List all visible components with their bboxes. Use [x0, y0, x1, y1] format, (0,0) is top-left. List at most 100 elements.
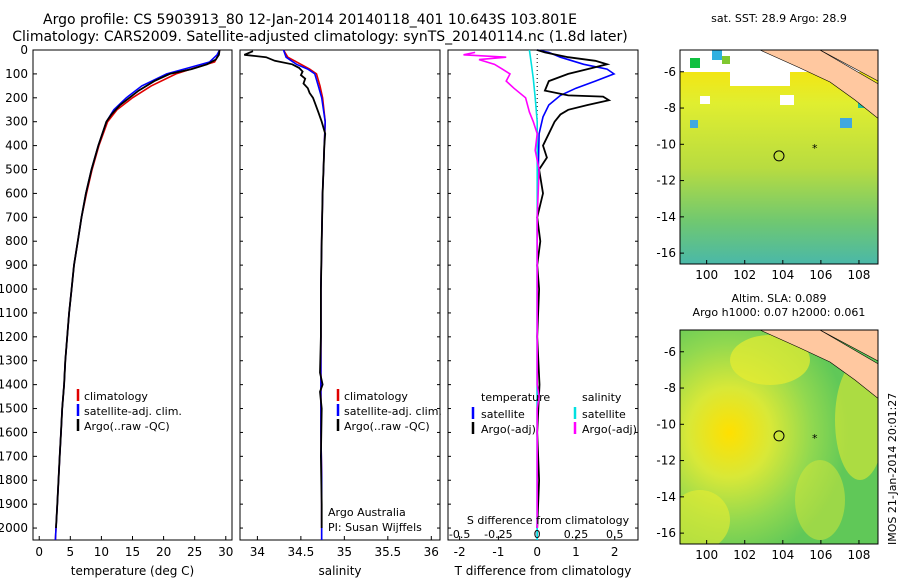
series-climatology: [54, 49, 221, 541]
temperature-xtick-label: 5: [66, 545, 74, 559]
depth-tick-label: 600: [5, 186, 28, 200]
depth-tick-label: 1100: [0, 306, 28, 320]
salinity-xtick-label: 34.5: [288, 545, 315, 559]
depth-tick-label: 700: [5, 210, 28, 224]
sst-land: [759, 50, 878, 119]
map-ytick-label: -12: [656, 174, 676, 188]
differences-xtick-label: 0: [533, 545, 541, 559]
series-satellite-adj-clim-: [54, 49, 221, 541]
sla-blobs: [680, 335, 878, 544]
map-xtick-label: 100: [695, 268, 718, 282]
depth-tick-label: 1200: [0, 330, 28, 344]
series-satellite-adj-clim-: [282, 49, 327, 540]
depth-tick-label: 400: [5, 139, 28, 153]
sla-title-1: Altim. SLA: 0.089: [731, 292, 826, 305]
diff-legend-s-title: salinity: [582, 391, 622, 404]
temperature-legend-label: climatology: [84, 390, 148, 403]
temperature-legend-label: Argo(..raw -QC): [84, 420, 170, 433]
map-ytick-label: -14: [656, 210, 676, 224]
map-ytick-label: -10: [656, 417, 676, 431]
sla-map: * 100 102 104 106 108 -6 -8 -10 -12 -14 -16 Altim.…: [656, 292, 879, 562]
title-line-2: Climatology: CARS2009. Satellite-adjuste…: [12, 29, 628, 45]
map-xtick-label: 108: [848, 548, 871, 562]
series-argo-raw-qc-: [55, 49, 221, 529]
depth-tick-label: 1300: [0, 354, 28, 368]
temperature-legend-label: satellite-adj. clim.: [84, 405, 182, 418]
differences-frame: [447, 49, 639, 541]
sst-star: *: [812, 142, 818, 155]
temperature-xlabel: temperature (deg C): [71, 564, 194, 578]
map-ytick-label: -8: [664, 381, 676, 395]
panel-differences: -2 -1 0 1 2 T difference from climatology temp…: [447, 49, 639, 578]
salinity-legend-label: Argo(..raw -QC): [344, 420, 430, 433]
depth-tick-label: 2000: [0, 521, 28, 535]
series-t-satellite: [536, 49, 616, 540]
diff-xtick-top: -0.5: [449, 528, 470, 541]
temperature-xtick-label: 20: [156, 545, 171, 559]
map-xtick-label: 100: [695, 548, 718, 562]
sst-map: * 100 102 104 106 108 -6 -8 -10 -12 -14 -16 sat. S…: [656, 12, 879, 282]
credit-text: IMOS 21-Jan-2014 20:01:27: [886, 393, 899, 545]
map-ytick-label: -6: [664, 65, 676, 79]
sst-map-title: sat. SST: 28.9 Argo: 28.9: [711, 12, 847, 25]
salinity-annotation: Argo Australia: [328, 506, 406, 519]
map-xtick-label: 104: [771, 548, 794, 562]
salinity-annotation: PI: Susan Wijffels: [328, 521, 422, 534]
depth-tick-label: 1900: [0, 497, 28, 511]
salinity-xtick-label: 35: [337, 545, 352, 559]
diff-legend-s-label: satellite: [582, 408, 626, 421]
differences-xlabel: T difference from climatology: [454, 564, 632, 578]
temperature-xtick-label: 30: [218, 545, 233, 559]
series-s-satellite: [528, 49, 538, 540]
depth-tick-label: 1500: [0, 402, 28, 416]
map-ytick-label: -16: [656, 526, 676, 540]
series-climatology: [282, 49, 327, 540]
salinity-xtick-label: 35.5: [374, 545, 401, 559]
differences-xtick-label: 2: [611, 545, 619, 559]
map-ytick-label: -14: [656, 490, 676, 504]
depth-tick-label: 1600: [0, 425, 28, 439]
depth-tick-label: 800: [5, 234, 28, 248]
diff-legend-s-label: Argo(-adj): [582, 423, 637, 436]
sst-map-axes: 100 102 104 106 108 -6 -8 -10 -12 -14 -16: [656, 65, 870, 282]
diff-legend-t-title: temperature: [481, 391, 550, 404]
depth-tick-label: 300: [5, 115, 28, 129]
series-t-argo-adj-: [536, 49, 612, 529]
map-xtick-label: 108: [848, 268, 871, 282]
depth-tick-label: 1000: [0, 282, 28, 296]
differences-xtick-label: 1: [572, 545, 580, 559]
diff-legend-t-label: satellite: [481, 408, 525, 421]
depth-tick-label: 900: [5, 258, 28, 272]
series-s-argo-adj-: [463, 51, 540, 528]
map-xtick-label: 102: [733, 548, 756, 562]
sla-star: *: [812, 432, 818, 445]
map-xtick-label: 106: [809, 268, 832, 282]
title-line-1: Argo profile: CS 5903913_80 12-Jan-2014 …: [43, 12, 577, 28]
temperature-xtick-label: 25: [187, 545, 202, 559]
depth-tick-label: 200: [5, 91, 28, 105]
salinity-xlabel: salinity: [318, 564, 361, 578]
map-xtick-label: 102: [733, 268, 756, 282]
differences-xtick-label: -2: [454, 545, 466, 559]
salinity-xtick-label: 34: [250, 545, 265, 559]
diff-xtick-top: 0.25: [564, 528, 589, 541]
sla-land: [759, 330, 878, 399]
depth-tick-label: 500: [5, 163, 28, 177]
map-ytick-label: -6: [664, 345, 676, 359]
diff-legend-t-label: Argo(-adj): [481, 423, 536, 436]
depth-tick-label: 1800: [0, 473, 28, 487]
map-xtick-label: 106: [809, 548, 832, 562]
map-xtick-label: 104: [771, 268, 794, 282]
temperature-frame: [32, 49, 233, 541]
depth-tick-label: 0: [20, 43, 28, 57]
temperature-xtick-label: 0: [35, 545, 43, 559]
differences-xtick-label: -1: [492, 545, 504, 559]
depth-tick-label: 100: [5, 67, 28, 81]
salinity-frame: [239, 49, 441, 541]
salinity-xtick-label: 36: [424, 545, 439, 559]
sla-map-axes: 100 102 104 106 108 -6 -8 -10 -12 -14 -16: [656, 345, 870, 562]
diff-xtick-top: -0.25: [484, 528, 512, 541]
sst-argo-position-marker: [773, 150, 785, 162]
